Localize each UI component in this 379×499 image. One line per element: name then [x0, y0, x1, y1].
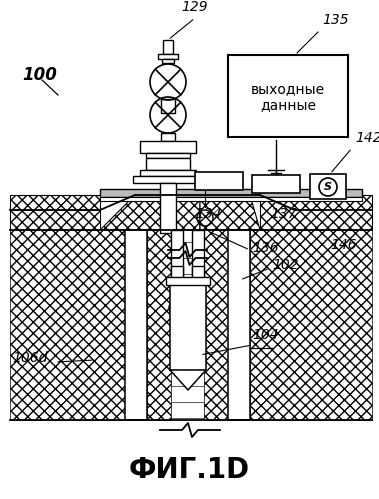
- Text: выходные
данные: выходные данные: [251, 82, 325, 112]
- Text: 142: 142: [355, 131, 379, 145]
- Bar: [192, 266, 204, 316]
- Bar: [166, 277, 210, 285]
- Bar: [204, 230, 228, 420]
- Bar: [146, 153, 190, 158]
- Bar: [10, 195, 100, 230]
- Polygon shape: [200, 195, 260, 230]
- Bar: [100, 189, 362, 197]
- Bar: [228, 230, 250, 420]
- Bar: [158, 54, 178, 59]
- Bar: [192, 230, 204, 320]
- Text: 135: 135: [322, 13, 349, 27]
- Bar: [310, 174, 346, 199]
- Bar: [195, 172, 243, 190]
- Bar: [10, 230, 125, 420]
- Bar: [146, 158, 190, 170]
- Bar: [100, 197, 362, 201]
- Bar: [10, 210, 100, 230]
- Text: 104: 104: [252, 328, 279, 342]
- Text: 129: 129: [182, 0, 208, 14]
- Bar: [170, 285, 206, 370]
- Bar: [162, 59, 174, 63]
- Bar: [160, 183, 176, 233]
- Bar: [252, 175, 300, 193]
- Text: 100: 100: [22, 66, 57, 84]
- Bar: [171, 266, 183, 316]
- Polygon shape: [170, 370, 206, 390]
- Bar: [260, 195, 372, 230]
- Text: ФИГ.1D: ФИГ.1D: [128, 456, 249, 484]
- Bar: [250, 230, 372, 420]
- Text: 146: 146: [330, 238, 357, 252]
- Text: 136: 136: [252, 241, 279, 255]
- Bar: [161, 99, 175, 113]
- Bar: [161, 133, 175, 141]
- Polygon shape: [100, 195, 200, 230]
- Text: S: S: [324, 182, 332, 192]
- Bar: [228, 55, 348, 137]
- Bar: [125, 230, 147, 420]
- Bar: [147, 230, 171, 420]
- Bar: [171, 230, 183, 320]
- Text: 106d: 106d: [12, 351, 47, 365]
- Bar: [140, 170, 196, 176]
- Bar: [140, 141, 196, 153]
- Text: 137: 137: [270, 207, 297, 221]
- Bar: [133, 176, 203, 183]
- Bar: [163, 40, 173, 54]
- Text: 102: 102: [272, 258, 299, 272]
- Text: 134: 134: [195, 207, 222, 221]
